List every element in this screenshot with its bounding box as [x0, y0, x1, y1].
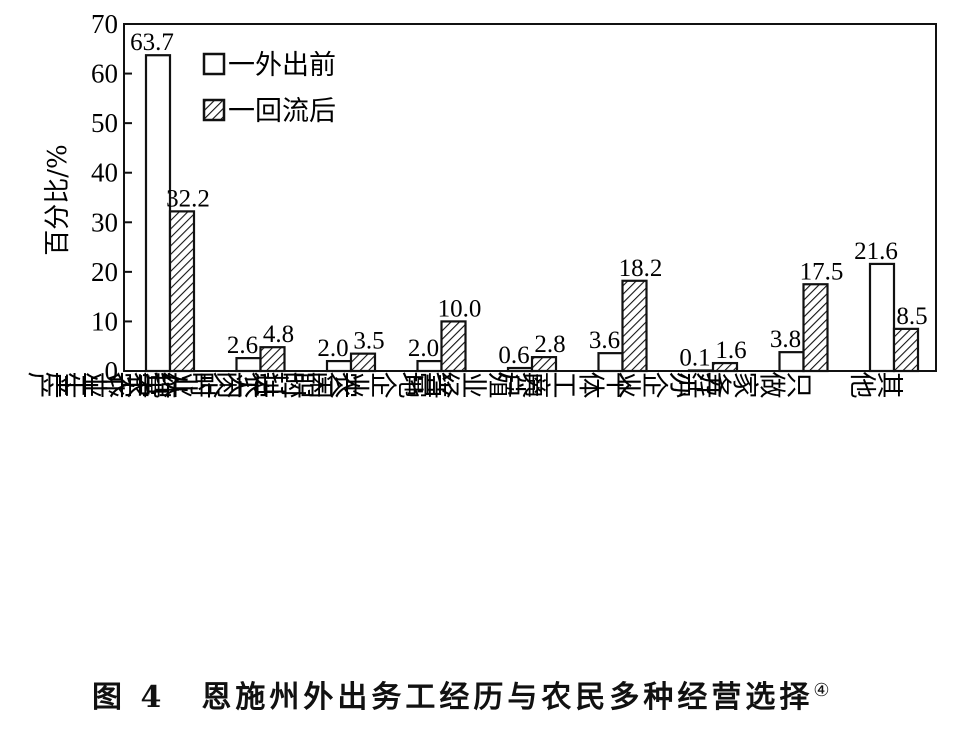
legend-swatch-after	[202, 98, 226, 122]
bar-after	[711, 361, 739, 373]
x-category-label: 只做家务活	[679, 367, 814, 399]
bar-value-label: 63.7	[130, 29, 174, 56]
x-category-label: 农闲时进人企业打工	[118, 367, 361, 399]
bar-group: 2.6 4.8 农闲时从事农业生产	[28, 321, 295, 398]
legend-swatch-before	[202, 52, 226, 76]
y-axis-label: 百分比/%	[43, 144, 73, 255]
x-category-label: 纯农业生产	[45, 367, 180, 399]
legend-label: 一回流后	[228, 96, 336, 127]
legend-label: 一外出前	[228, 50, 336, 81]
caption-text: 恩施州外出务工经历与农民多种经营选择	[201, 680, 814, 715]
bar-group: 63.7 32.2 纯农业生产	[45, 29, 210, 398]
figure-caption: 图 4 恩施州外出务工经历与农民多种经营选择④	[92, 672, 833, 716]
bar-group: 2.0 3.5 农闲时进人企业打工	[118, 328, 385, 398]
y-tick-label: 10	[91, 306, 118, 336]
x-category-label: 个体工商户	[498, 367, 633, 399]
footnote-marker: ④	[813, 680, 834, 701]
bar-group: 2.0 10.0 当地企业全职打工	[236, 295, 482, 398]
bar-group: 0.6 2.8 养殖业经营	[407, 331, 566, 398]
bar-before	[144, 54, 172, 373]
bar-value-label: 1.6	[715, 337, 746, 364]
bar-value-label: 2.8	[534, 331, 565, 358]
bar-group: 3.8 17.5 只做家务活	[679, 258, 844, 398]
y-tick-label: 40	[91, 158, 118, 188]
bar-value-label: 0.1	[679, 345, 710, 372]
figure-number: 图 4	[92, 680, 166, 715]
bar-value-label: 4.8	[263, 321, 294, 348]
y-tick-label: 70	[91, 9, 118, 39]
bar-value-label: 2.0	[317, 335, 348, 362]
x-category-label: 农闲时从事农业生产	[28, 367, 271, 399]
bar-after	[530, 356, 558, 373]
x-category-label: 养殖业经营	[407, 367, 542, 399]
bar-group: 3.6 18.2 个体工商户	[498, 255, 663, 398]
bar-value-label: 2.6	[227, 332, 258, 359]
y-tick-label: 50	[91, 108, 118, 138]
bar-value-label: 8.5	[896, 303, 927, 330]
bar-group: 0.1 1.6 开办企业	[615, 337, 747, 398]
y-tick-label: 0	[105, 356, 119, 386]
x-category-label: 当地企业全职打工	[236, 367, 452, 399]
bar-after	[349, 352, 377, 373]
bar-value-label: 10.0	[438, 295, 482, 322]
bar-value-label: 2.0	[408, 335, 439, 362]
bar-value-label: 17.5	[800, 258, 844, 285]
bar-value-label: 3.5	[353, 328, 384, 355]
bar-before	[868, 262, 896, 373]
bar-value-label: 0.6	[498, 342, 529, 369]
bar-after	[168, 210, 196, 373]
bar-after	[892, 327, 920, 373]
bar-value-label: 3.8	[770, 326, 801, 353]
bar-value-label: 32.2	[166, 185, 210, 212]
bar-after	[621, 279, 648, 373]
bar-after	[440, 320, 467, 373]
bar-after	[802, 283, 829, 373]
x-category-label: 开办企业	[615, 367, 723, 399]
bar-value-label: 18.2	[619, 255, 663, 282]
bar-after	[259, 346, 286, 373]
x-category-label: 其他	[850, 367, 904, 399]
y-tick-label: 20	[91, 257, 118, 287]
y-tick-label: 60	[91, 59, 118, 89]
bar-value-label: 21.6	[854, 238, 898, 265]
y-tick-label: 30	[91, 207, 118, 237]
bar-group: 21.6 8.5 其他	[850, 238, 928, 398]
bar-value-label: 3.6	[589, 327, 620, 354]
